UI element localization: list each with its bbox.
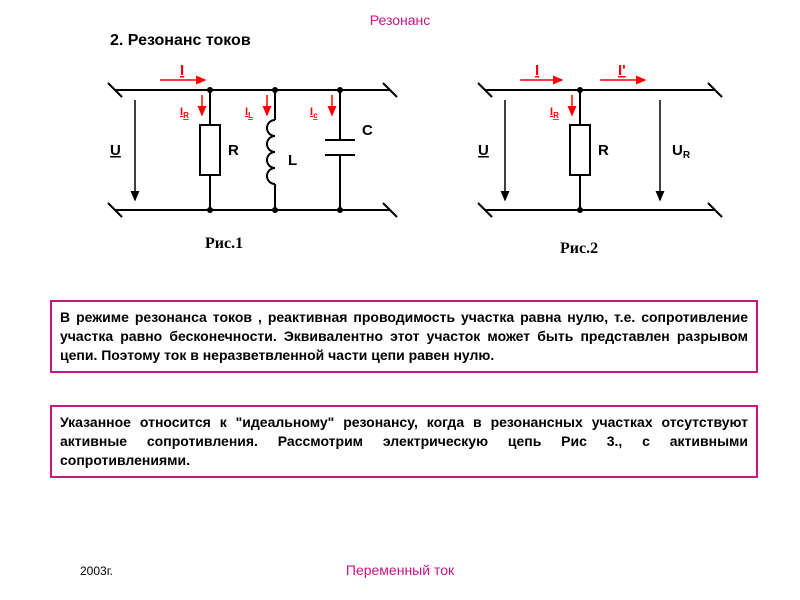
label-C: C	[362, 122, 373, 139]
label-IR2: IR	[550, 106, 559, 120]
label-I2: I	[535, 62, 539, 79]
label-U2: U	[478, 142, 489, 159]
label-I: I	[180, 62, 184, 79]
label-R2: R	[598, 142, 609, 159]
label-Ic: Ic	[310, 106, 318, 120]
circuit-figure-2: U I I' IR R UR	[450, 55, 750, 255]
label-Iprime: I'	[618, 62, 626, 79]
footer-center: Переменный ток	[0, 562, 800, 578]
label-L: L	[288, 152, 297, 169]
circuit-figure-1: U I IR IL Ic R L C	[80, 55, 420, 255]
text-block-2: Указанное относится к "идеальному" резон…	[50, 405, 758, 478]
section-title: 2. Резонанс токов	[110, 32, 251, 50]
label-UR: UR	[672, 142, 691, 161]
page-title: Резонанс	[0, 12, 800, 28]
label-U: U	[110, 142, 121, 159]
figure2-caption: Рис.2	[560, 240, 598, 258]
text-block-1: В режиме резонанса токов , реактивная пр…	[50, 300, 758, 373]
figure1-caption: Рис.1	[205, 235, 243, 253]
label-IL: IL	[245, 106, 253, 120]
label-IR: IR	[180, 106, 189, 120]
label-R: R	[228, 142, 239, 159]
diagram-area: U I IR IL Ic R L C Рис.1	[50, 55, 750, 275]
